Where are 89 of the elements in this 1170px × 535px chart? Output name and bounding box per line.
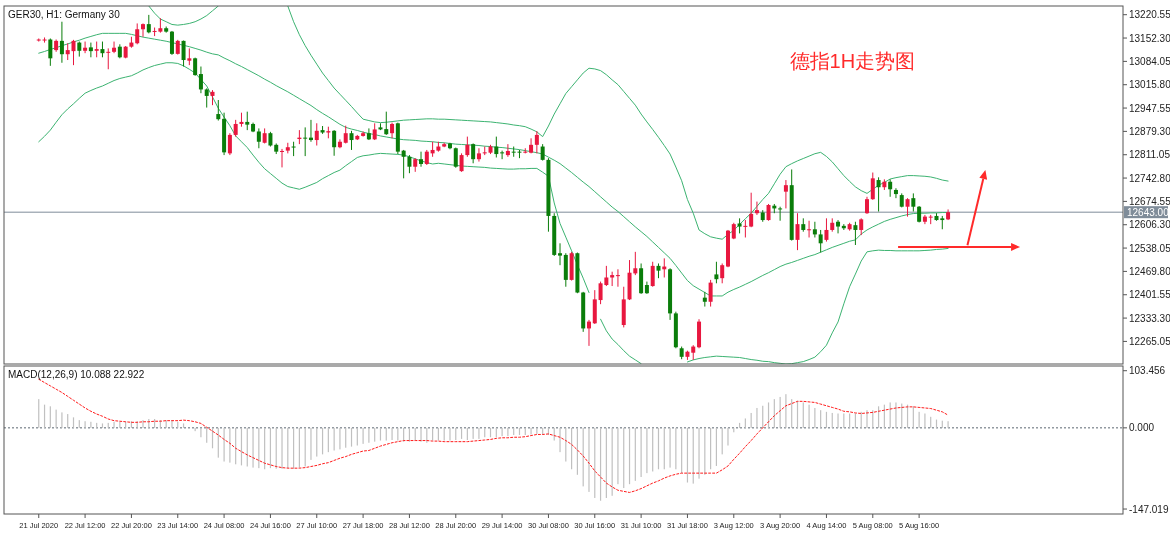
candlestick [71,39,76,66]
candlestick [795,212,800,251]
candlestick [558,242,563,266]
candlestick [384,111,389,136]
candlestick [227,132,232,156]
candlestick [36,37,41,43]
candlestick [720,262,725,284]
y-tick-label: 103.456 [1129,365,1166,377]
candlestick [112,41,117,54]
candlestick [592,289,597,325]
y-tick-label: 13220.55 [1129,9,1170,21]
candlestick [870,172,875,201]
candlestick [59,21,64,64]
candlestick [818,229,823,254]
candlestick [407,154,412,174]
ref-line-label: 12643.00 [1127,207,1170,219]
annotation: 德指1H走势图 [789,49,916,72]
y-tick-label: 12947.55 [1129,102,1170,114]
candlestick [204,87,209,109]
candlestick [303,126,308,157]
candlestick [749,192,754,228]
y-tick-label: 12811.05 [1129,149,1170,161]
candlestick [743,219,748,238]
candlestick [494,136,499,158]
y-tick-label: 12674.55 [1129,195,1170,207]
candlestick [141,22,146,38]
candlestick [314,122,319,147]
candlestick [198,66,203,94]
line-series [38,378,949,493]
candlestick [256,127,261,149]
candlestick [615,268,620,288]
y-tick-label: 12401.55 [1129,289,1170,301]
candlestick [778,206,783,222]
candlestick [708,279,713,308]
candlestick [500,150,505,160]
candlestick [783,179,788,209]
y-tick-label: 12333.30 [1129,312,1170,324]
candlestick [42,36,47,44]
candlestick [807,220,812,238]
candlestick [401,149,406,179]
candlestick [754,201,759,216]
candlestick [471,142,476,164]
candlestick [633,251,638,276]
candlestick [216,99,221,122]
candlestick [245,111,250,131]
candlestick [332,129,337,157]
candlestick [476,147,481,163]
candlestick [419,151,424,168]
candlestick [853,221,858,246]
y-tick-label: 12742.80 [1129,172,1170,184]
candlestick [911,192,916,212]
candlestick [106,47,111,70]
y-tick-label: 12469.80 [1129,265,1170,277]
y-tick-label: 13152.30 [1129,32,1170,44]
y-tick-label: 0.000 [1129,422,1155,434]
y-tick-label: 12538.05 [1129,242,1170,254]
y-tick-label: 13015.80 [1129,79,1170,91]
candlestick [361,130,366,138]
candlestick [169,30,174,56]
candlestick [812,221,817,238]
candlestick [366,127,371,141]
candlestick [135,22,140,45]
candlestick [534,130,539,154]
candlestick [650,261,655,288]
candlestick [83,41,88,54]
y-tick-label: 12879.30 [1129,125,1170,137]
candlestick [146,14,151,34]
candlestick [824,217,829,243]
candlestick [459,152,464,173]
candlestick [876,176,881,212]
y-tick-label: 12606.30 [1129,219,1170,231]
candlestick [714,261,719,284]
candlestick [893,187,898,199]
y-tick-label: 12265.05 [1129,335,1170,347]
candlestick [349,130,354,151]
chart-title: GER30, H1: Germany 30 [8,9,121,20]
y-tick-label: -147.019 [1129,503,1169,515]
y-tick-label: 13084.05 [1129,55,1170,67]
candlestick [505,143,510,158]
candlestick [291,141,296,157]
candlestick [836,219,841,234]
candlestick [465,136,470,158]
candlestick [48,37,53,67]
candlestick [280,148,285,168]
candlestick [905,197,910,218]
chart-title: MACD(12,26,9) 10.088 22.922 [8,369,145,380]
candlestick [88,42,93,58]
candlestick [529,137,534,154]
candlestick [181,40,186,68]
